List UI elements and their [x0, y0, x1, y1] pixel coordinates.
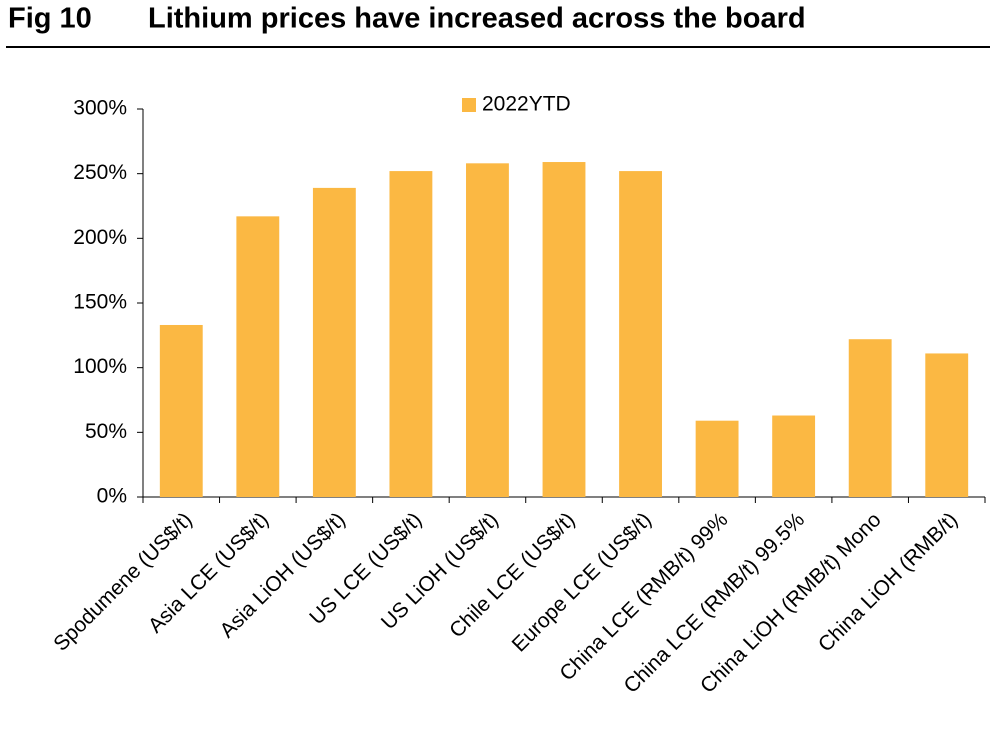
figure-label: Fig 10 [8, 3, 92, 35]
chart-title: Lithium prices have increased across the… [148, 3, 806, 35]
legend-label: 2022YTD [482, 93, 571, 116]
y-tick-label: 100% [73, 355, 127, 378]
x-tick-label: China LiOH (RMB/t) [814, 508, 962, 656]
bar [695, 420, 739, 497]
y-tick-label: 200% [73, 226, 127, 249]
bar [619, 171, 662, 497]
y-tick-label: 250% [73, 161, 127, 184]
legend-swatch [462, 98, 476, 112]
bar [312, 187, 356, 498]
bar [389, 171, 433, 497]
bar [772, 415, 816, 497]
y-tick-label: 150% [73, 291, 127, 314]
x-tick-label: Europe LCE (US$/t) [508, 508, 656, 656]
y-tick-label: 50% [85, 420, 127, 443]
bar [236, 216, 280, 497]
x-tick-label: Spodumene (US$/t) [49, 508, 197, 656]
y-tick-label: 0% [97, 485, 127, 508]
bar [466, 163, 509, 497]
bar [542, 162, 586, 497]
bar [848, 339, 892, 497]
bar [159, 324, 203, 497]
bar [925, 353, 969, 497]
y-tick-label: 300% [73, 97, 127, 120]
